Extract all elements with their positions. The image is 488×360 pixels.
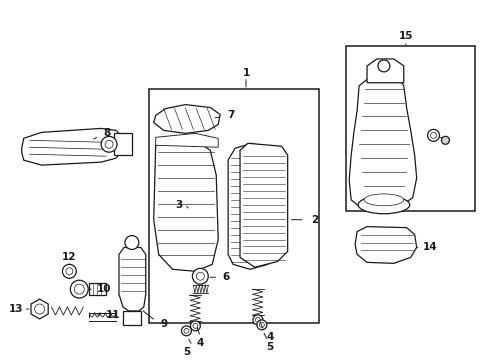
Polygon shape: [21, 129, 122, 165]
Text: 11: 11: [105, 310, 120, 320]
Polygon shape: [228, 143, 274, 269]
Circle shape: [62, 264, 76, 278]
Text: 3: 3: [175, 200, 182, 210]
Circle shape: [183, 328, 188, 333]
Circle shape: [192, 323, 198, 328]
Ellipse shape: [357, 196, 409, 214]
Bar: [122, 311, 141, 325]
Circle shape: [35, 304, 44, 314]
Circle shape: [429, 132, 436, 138]
Polygon shape: [119, 247, 145, 311]
Polygon shape: [354, 227, 416, 264]
Text: 8: 8: [103, 129, 110, 138]
Text: 1: 1: [242, 68, 249, 78]
Polygon shape: [31, 299, 48, 319]
Circle shape: [66, 268, 73, 275]
Circle shape: [181, 326, 191, 336]
Polygon shape: [153, 138, 218, 271]
Text: 5: 5: [265, 342, 273, 352]
Text: 9: 9: [160, 319, 167, 329]
Circle shape: [259, 323, 264, 327]
Bar: [114, 133, 132, 155]
Bar: [148, 89, 319, 323]
Circle shape: [190, 321, 200, 331]
Circle shape: [377, 60, 389, 72]
Text: 2: 2: [310, 215, 317, 225]
Circle shape: [255, 318, 260, 323]
Text: 6: 6: [222, 272, 229, 282]
Text: 5: 5: [183, 347, 190, 357]
Polygon shape: [240, 143, 287, 267]
Bar: [346, 46, 474, 211]
Polygon shape: [366, 59, 403, 83]
Circle shape: [70, 280, 88, 298]
Circle shape: [252, 315, 263, 325]
Circle shape: [256, 320, 266, 330]
Text: 7: 7: [227, 109, 234, 120]
Polygon shape: [89, 283, 106, 295]
Text: 10: 10: [97, 284, 111, 294]
Circle shape: [441, 136, 448, 144]
Ellipse shape: [364, 194, 403, 206]
Circle shape: [196, 272, 204, 280]
Polygon shape: [155, 133, 218, 147]
Circle shape: [427, 129, 439, 141]
Circle shape: [192, 268, 208, 284]
Circle shape: [124, 235, 139, 249]
Text: 4: 4: [265, 332, 273, 342]
Circle shape: [101, 136, 117, 152]
Polygon shape: [153, 105, 220, 133]
Polygon shape: [348, 76, 416, 210]
Circle shape: [74, 284, 84, 294]
Text: 13: 13: [8, 304, 23, 314]
Text: 15: 15: [398, 31, 412, 41]
Circle shape: [105, 140, 113, 148]
Text: 12: 12: [62, 252, 77, 262]
Text: 4: 4: [196, 338, 203, 348]
Text: 14: 14: [423, 243, 437, 252]
